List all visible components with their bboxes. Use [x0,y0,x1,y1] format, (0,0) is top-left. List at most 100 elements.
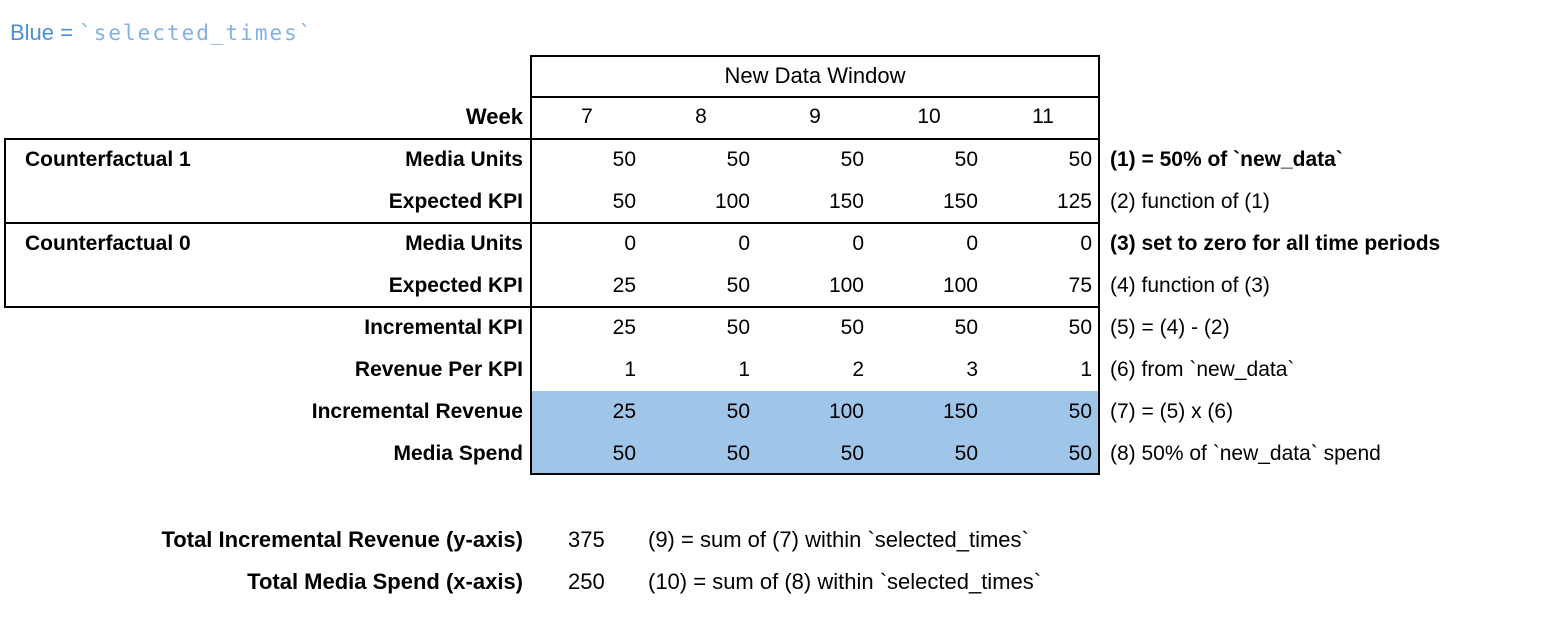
cell-value: 0 [1080,232,1092,255]
cell-value: 2 [852,358,864,381]
new-data-window-header: New Data Window [724,62,906,88]
cell-value-highlighted: 50 [986,391,1100,433]
cell-value: 150 [828,190,864,213]
table-border-left [530,55,532,475]
row-label: Revenue Per KPI [354,358,523,381]
cell-value: 150 [942,190,978,213]
cell-value-highlighted: 25 [530,391,644,433]
cell-value-highlighted: 100 [758,391,872,433]
legend-blue-label: Blue = [10,20,80,45]
row-label: Media Spend [393,442,523,465]
row-annotation: (5) = (4) - (2) [1110,316,1230,339]
table-border-right [1098,55,1100,475]
row-label-cell: Incremental KPI [0,307,530,349]
table-row-expected-kpi-cf0: Expected KPI 25 50 100 100 75 (4) functi… [0,265,1544,307]
table-row-media-units-cf0: Counterfactual 0 Media Units 0 0 0 0 0 (… [0,223,1544,265]
row-annotation: (1) = 50% of `new_data` [1110,148,1343,171]
row-label: Expected KPI [388,274,523,297]
table-border-under-window-header [530,96,1100,98]
week-col-header: 10 [917,105,941,128]
table-border-under-counterfactual-0 [4,306,1100,308]
summary-annotation: (10) = sum of (8) within `selected_times… [648,569,1042,594]
summary-value: 375 [568,527,605,552]
table-row-media-spend: Media Spend 50 50 50 50 50 (8) 50% of `n… [0,433,1544,475]
cell-value: 50 [612,190,636,213]
summary-row-total-media-spend: Total Media Spend (x-axis) 250 (10) = su… [0,561,1544,603]
table-row-incremental-kpi: Incremental KPI 25 50 50 50 50 (5) = (4)… [0,307,1544,349]
cell-value-highlighted: 150 [872,391,986,433]
cell-value: 50 [726,316,750,339]
cell-value: 0 [852,232,864,255]
cell-value: 50 [1068,316,1092,339]
week-col-header: 7 [581,105,593,128]
summary-value: 250 [568,569,605,594]
table-border-under-week-row [4,138,1100,140]
row-label-cell: Revenue Per KPI [0,349,530,391]
counterfactual-box-left-border [4,138,6,308]
table-row-revenue-per-kpi: Revenue Per KPI 1 1 2 3 1 (6) from `new_… [0,349,1544,391]
row-label-cell: Expected KPI [0,181,530,223]
table-row-expected-kpi-cf1: Expected KPI 50 100 150 150 125 (2) func… [0,181,1544,223]
table-row-media-units-cf1: Counterfactual 1 Media Units 50 50 50 50… [0,139,1544,181]
cell-value: 50 [954,148,978,171]
row-label: Incremental Revenue [311,400,523,423]
row-label: Incremental KPI [364,316,523,339]
cell-value: 25 [612,316,636,339]
summary-label: Total Media Spend (x-axis) [247,569,523,594]
week-col-header: 9 [809,105,821,128]
table-row-incremental-revenue: Incremental Revenue 25 50 100 150 50 (7)… [0,391,1544,433]
summary-annotation: (9) = sum of (7) within `selected_times` [648,527,1029,552]
row-label: Media Units [405,232,523,255]
cell-value-highlighted: 50 [872,433,986,475]
cell-value: 50 [840,148,864,171]
cell-value: 75 [1068,274,1092,297]
table-border-top [530,55,1100,57]
cell-value: 0 [624,232,636,255]
week-col-header: 11 [1032,105,1054,128]
row-annotation: (4) function of (3) [1110,274,1270,297]
cell-value: 100 [942,274,978,297]
cell-value: 3 [966,358,978,381]
row-annotation: (6) from `new_data` [1110,358,1295,381]
cell-value-highlighted: 50 [758,433,872,475]
summary-row-total-incremental-revenue: Total Incremental Revenue (y-axis) 375 (… [0,519,1544,561]
cell-value: 1 [738,358,750,381]
row-label-cell: Expected KPI [0,265,530,307]
cell-value: 1 [1080,358,1092,381]
cell-value: 50 [726,148,750,171]
row-annotation: (8) 50% of `new_data` spend [1110,442,1381,465]
cell-value: 125 [1056,190,1092,213]
cell-value-highlighted: 50 [644,391,758,433]
cell-value: 50 [726,274,750,297]
cell-value: 25 [612,274,636,297]
week-col-header: 8 [695,105,707,128]
summary-label: Total Incremental Revenue (y-axis) [161,527,524,552]
table-border-between-counterfactuals [4,222,1100,224]
week-header-row: Week 7 8 9 10 11 [0,96,1544,138]
cell-value: 50 [954,316,978,339]
cell-value: 0 [738,232,750,255]
row-annotation: (2) function of (1) [1110,190,1270,213]
cell-value-highlighted: 50 [530,433,644,475]
table-border-bottom [530,473,1100,475]
cell-value: 50 [612,148,636,171]
cell-value: 50 [1068,148,1092,171]
cell-value: 50 [840,316,864,339]
group-label: Counterfactual 1 [25,148,191,171]
cell-value: 0 [966,232,978,255]
row-annotation: (3) set to zero for all time periods [1110,232,1441,255]
cell-value-highlighted: 50 [986,433,1100,475]
row-label-cell: Counterfactual 0 Media Units [0,223,530,265]
cell-value-highlighted: 50 [644,433,758,475]
legend-code-text: `selected_times` [79,21,314,45]
row-label-cell: Media Spend [0,433,530,475]
group-label: Counterfactual 0 [25,232,191,255]
cell-value: 1 [624,358,636,381]
highlight-legend: Blue = `selected_times` [10,20,313,46]
row-label-cell: Counterfactual 1 Media Units [0,139,530,181]
cell-value: 100 [714,190,750,213]
cell-value: 100 [828,274,864,297]
row-label: Expected KPI [388,190,523,213]
row-label: Media Units [405,148,523,171]
